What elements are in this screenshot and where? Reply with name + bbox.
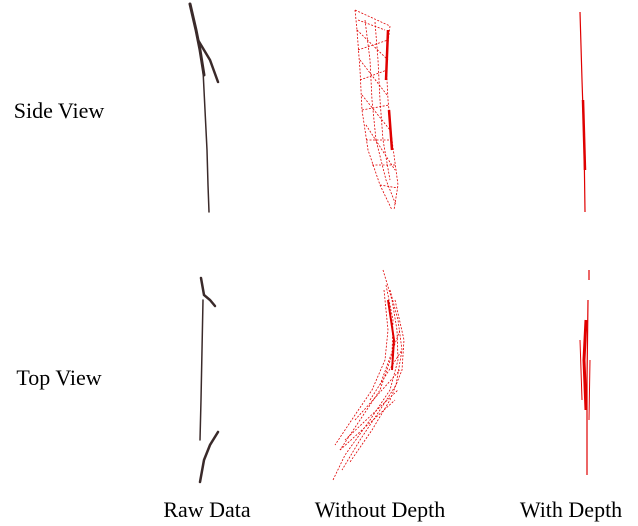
depth-top-cloud bbox=[579, 270, 591, 475]
column-label: Without Depth bbox=[315, 497, 446, 522]
depth-side-cloud bbox=[579, 11, 587, 213]
row-label: Side View bbox=[14, 98, 105, 123]
column-label: Raw Data bbox=[163, 497, 251, 522]
column-label: With Depth bbox=[520, 497, 622, 522]
mesh-side-cloud bbox=[354, 9, 399, 211]
row-label: Top View bbox=[16, 365, 101, 390]
raw-side-cloud bbox=[188, 2, 220, 213]
mesh-top-cloud bbox=[332, 269, 405, 481]
raw-top-cloud bbox=[198, 276, 220, 484]
